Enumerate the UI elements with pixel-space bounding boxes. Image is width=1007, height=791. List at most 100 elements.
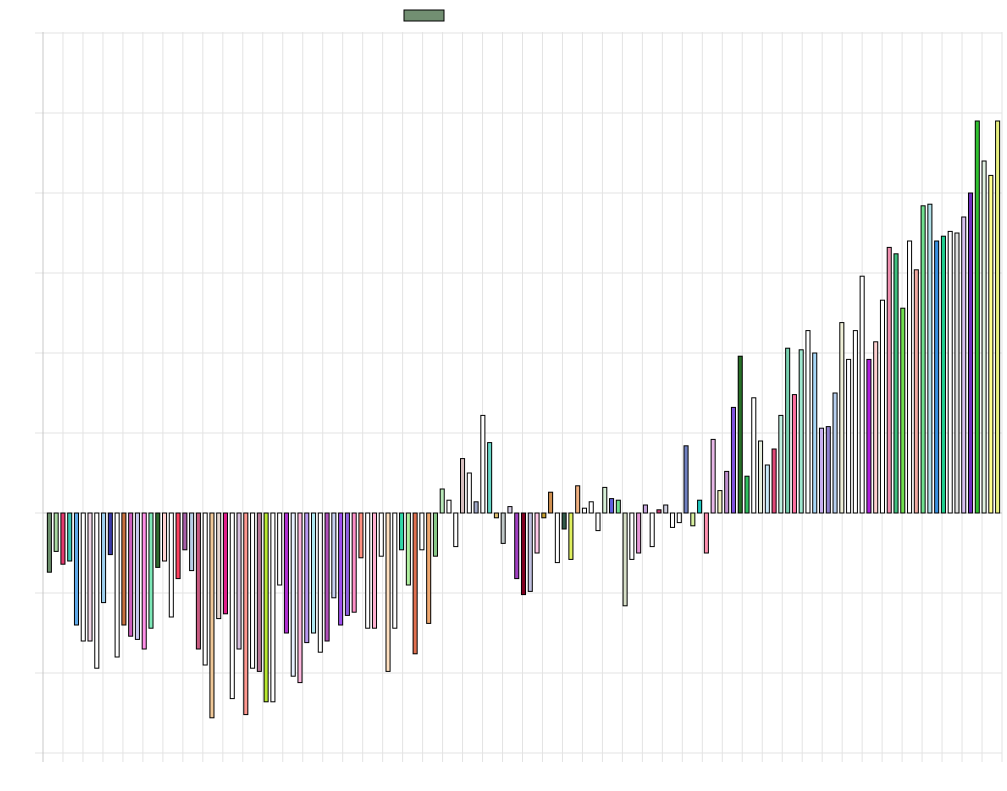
bar bbox=[615, 499, 621, 514]
bar bbox=[649, 512, 655, 548]
bar bbox=[744, 475, 750, 514]
bar bbox=[134, 512, 140, 640]
bar bbox=[162, 512, 168, 562]
bar bbox=[338, 512, 344, 626]
grid-lines bbox=[35, 32, 1003, 762]
bar bbox=[940, 235, 946, 514]
bar bbox=[473, 501, 479, 514]
bar bbox=[182, 512, 188, 551]
bar bbox=[53, 512, 59, 552]
bar bbox=[981, 160, 987, 514]
bar bbox=[609, 498, 615, 514]
bar bbox=[87, 512, 93, 642]
bar bbox=[202, 512, 208, 666]
bar bbox=[243, 512, 249, 716]
bar bbox=[737, 355, 743, 514]
bar bbox=[439, 488, 445, 514]
bar bbox=[683, 445, 689, 514]
bar bbox=[642, 504, 648, 514]
bar bbox=[378, 512, 384, 557]
bar bbox=[900, 307, 906, 514]
bar bbox=[222, 512, 229, 615]
bar bbox=[175, 512, 181, 580]
bar bbox=[128, 512, 134, 637]
bar bbox=[724, 470, 730, 514]
bar bbox=[250, 512, 256, 669]
bar bbox=[663, 504, 669, 514]
bar bbox=[832, 392, 838, 514]
bar bbox=[866, 358, 872, 514]
bar bbox=[554, 512, 560, 564]
bar bbox=[236, 512, 242, 650]
bar bbox=[405, 512, 411, 586]
bar bbox=[954, 232, 960, 514]
bar bbox=[846, 358, 852, 514]
bar bbox=[80, 512, 86, 642]
bar bbox=[168, 512, 174, 618]
bar bbox=[358, 512, 364, 559]
bar bbox=[480, 414, 486, 514]
bar bbox=[46, 512, 52, 573]
bar bbox=[798, 349, 804, 514]
bar bbox=[988, 174, 994, 514]
bar bbox=[697, 499, 703, 514]
bar bbox=[656, 509, 662, 514]
bar bbox=[873, 341, 879, 514]
bar bbox=[311, 512, 317, 634]
bar bbox=[189, 512, 195, 572]
bar bbox=[216, 512, 222, 620]
bar bbox=[771, 448, 777, 514]
bar bbox=[487, 442, 493, 514]
bar bbox=[331, 512, 337, 599]
bar bbox=[967, 192, 974, 514]
bar bbox=[500, 512, 506, 544]
bar bbox=[121, 512, 127, 626]
bar bbox=[209, 512, 215, 719]
bar bbox=[351, 512, 357, 613]
bar bbox=[839, 322, 845, 514]
bar bbox=[344, 512, 350, 616]
bar bbox=[263, 512, 269, 703]
bar bbox=[94, 512, 100, 669]
bar bbox=[974, 120, 980, 514]
bar bbox=[548, 491, 554, 514]
bar bbox=[805, 330, 811, 514]
bar bbox=[785, 347, 791, 514]
bar bbox=[365, 512, 371, 629]
bar bbox=[432, 512, 438, 557]
bar bbox=[290, 512, 296, 677]
bar bbox=[812, 352, 818, 514]
bar bbox=[453, 512, 459, 548]
bar bbox=[710, 438, 716, 514]
bar bbox=[297, 512, 303, 684]
bar bbox=[270, 512, 276, 703]
bar bbox=[947, 230, 953, 514]
bar bbox=[399, 512, 405, 551]
bar bbox=[690, 512, 696, 527]
bar bbox=[534, 512, 540, 554]
bar bbox=[446, 499, 452, 514]
bar bbox=[541, 512, 547, 519]
bar bbox=[602, 486, 608, 514]
bar bbox=[629, 512, 635, 560]
bar bbox=[622, 512, 628, 607]
bar bbox=[304, 512, 310, 644]
bar bbox=[818, 427, 825, 514]
bar bbox=[717, 490, 723, 514]
bar bbox=[107, 512, 113, 556]
bar bbox=[324, 512, 330, 642]
bar bbox=[825, 426, 831, 514]
bar bbox=[195, 512, 201, 650]
bar bbox=[229, 512, 235, 700]
bar bbox=[934, 240, 940, 514]
bar bbox=[676, 512, 682, 524]
bar bbox=[101, 512, 107, 604]
bar bbox=[588, 501, 594, 514]
bar bbox=[927, 203, 933, 514]
bar bbox=[730, 406, 736, 514]
bar bbox=[758, 440, 764, 514]
bar bbox=[317, 512, 323, 653]
bar bbox=[595, 512, 601, 532]
bar bbox=[575, 485, 581, 514]
